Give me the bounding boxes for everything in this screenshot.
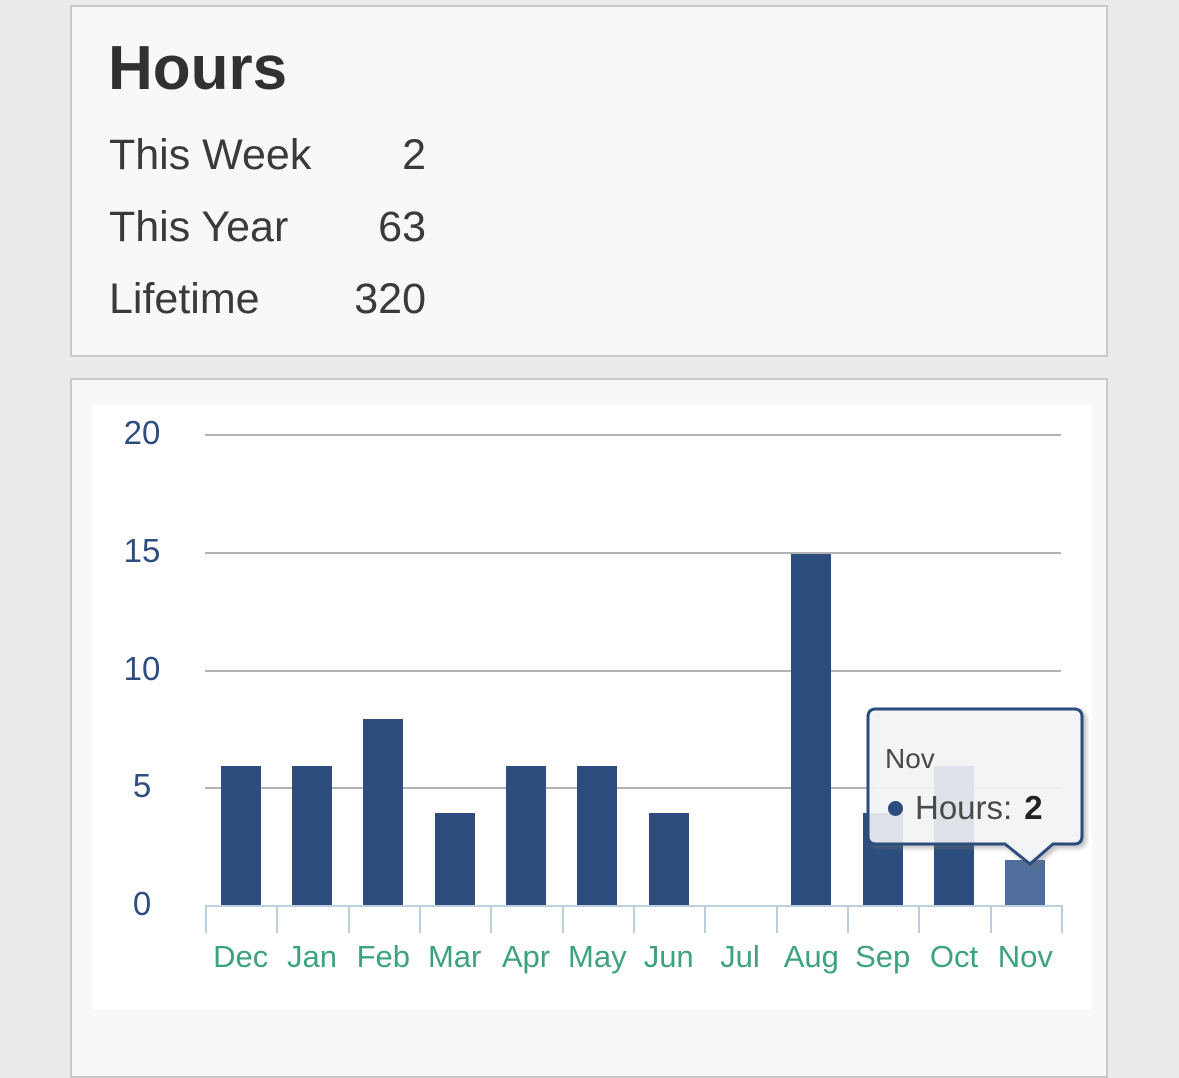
x-axis-label-jan: Jan	[287, 939, 337, 974]
x-axis-label-aug: Aug	[783, 939, 839, 974]
tooltip-value: 2	[1024, 789, 1043, 826]
x-axis-label-may: May	[568, 939, 627, 974]
summary-label: This Week	[109, 130, 312, 179]
bar-jan[interactable]	[292, 765, 332, 907]
x-axis-tick	[347, 905, 350, 933]
x-axis-tick	[847, 905, 849, 933]
x-axis-label-nov: Nov	[997, 939, 1053, 974]
x-axis-tick	[205, 905, 207, 933]
bar-nov[interactable]	[1005, 859, 1046, 907]
hours-summary-panel: Hours This Week 2 This Year 63 Lifetime …	[70, 5, 1108, 357]
x-axis-label-feb: Feb	[356, 939, 410, 974]
x-axis-label-apr: Apr	[501, 939, 551, 974]
bar-may[interactable]	[577, 765, 618, 907]
summary-value: 320	[354, 274, 426, 323]
chart-tooltip: Nov Hours: 2	[858, 701, 1093, 881]
tooltip-series-label: Hours:	[915, 789, 1013, 826]
y-axis-label: 20	[123, 414, 161, 451]
bar-mar[interactable]	[434, 812, 475, 907]
x-axis-label-jul: Jul	[720, 939, 760, 974]
panel-title: Hours	[108, 34, 288, 103]
series-marker-icon	[888, 800, 903, 816]
tooltip-series-row: Hours: 2	[888, 789, 1043, 827]
x-axis-tick	[989, 905, 992, 933]
x-axis-label-mar: Mar	[427, 939, 482, 974]
bar-aug[interactable]	[791, 553, 832, 908]
page: { "summary": { "title": "Hours", "rows":…	[70, 5, 1108, 1078]
summary-label: This Year	[109, 202, 289, 251]
x-axis-tick	[490, 905, 493, 933]
summary-value: 2	[402, 130, 426, 179]
y-axis-label: 15	[123, 531, 161, 569]
x-axis-label-sep: Sep	[855, 939, 911, 974]
x-axis-tick	[1061, 905, 1063, 933]
x-axis-tick	[419, 905, 421, 933]
bar-apr[interactable]	[506, 765, 546, 907]
summary-label: Lifetime	[109, 274, 260, 323]
x-axis-tick	[561, 905, 564, 933]
y-axis-label: 10	[123, 649, 161, 687]
bar-chart: 0 5 10 15 20 Dec Jan Feb Mar Apr May Jun Jul Aug Sep Oc…	[92, 405, 1092, 1009]
bar-feb[interactable]	[363, 718, 404, 907]
tooltip-title: Nov	[885, 743, 935, 774]
bar-jun[interactable]	[648, 812, 689, 907]
x-axis-label-oct: Oct	[929, 939, 979, 974]
tooltip-bubble	[866, 707, 1084, 866]
summary-row-lifetime: Lifetime 320	[109, 263, 426, 335]
chart-panel: 0 5 10 15 20 Dec Jan Feb Mar Apr May Jun Jul Aug Sep Oc…	[70, 378, 1108, 1078]
x-axis-tick	[704, 905, 707, 933]
bar-dec[interactable]	[220, 765, 261, 907]
gridline	[205, 434, 1061, 436]
gridline	[205, 787, 1061, 790]
y-axis-label: 0	[132, 885, 152, 922]
x-axis-tick	[775, 905, 778, 933]
x-axis-tick	[633, 905, 635, 933]
x-axis-tick	[918, 905, 921, 933]
x-axis-tick	[276, 905, 279, 933]
y-axis-label: 5	[132, 767, 152, 805]
x-axis-label-dec: Dec	[213, 939, 269, 974]
gridline	[205, 551, 1061, 554]
summary-row-this-year: This Year 63	[109, 191, 426, 263]
gridline	[205, 669, 1061, 672]
summary-value: 63	[378, 202, 426, 251]
summary-row-this-week: This Week 2	[109, 119, 426, 191]
summary-rows: This Week 2 This Year 63 Lifetime 320	[109, 119, 426, 335]
x-axis-label-jun: Jun	[643, 939, 694, 974]
